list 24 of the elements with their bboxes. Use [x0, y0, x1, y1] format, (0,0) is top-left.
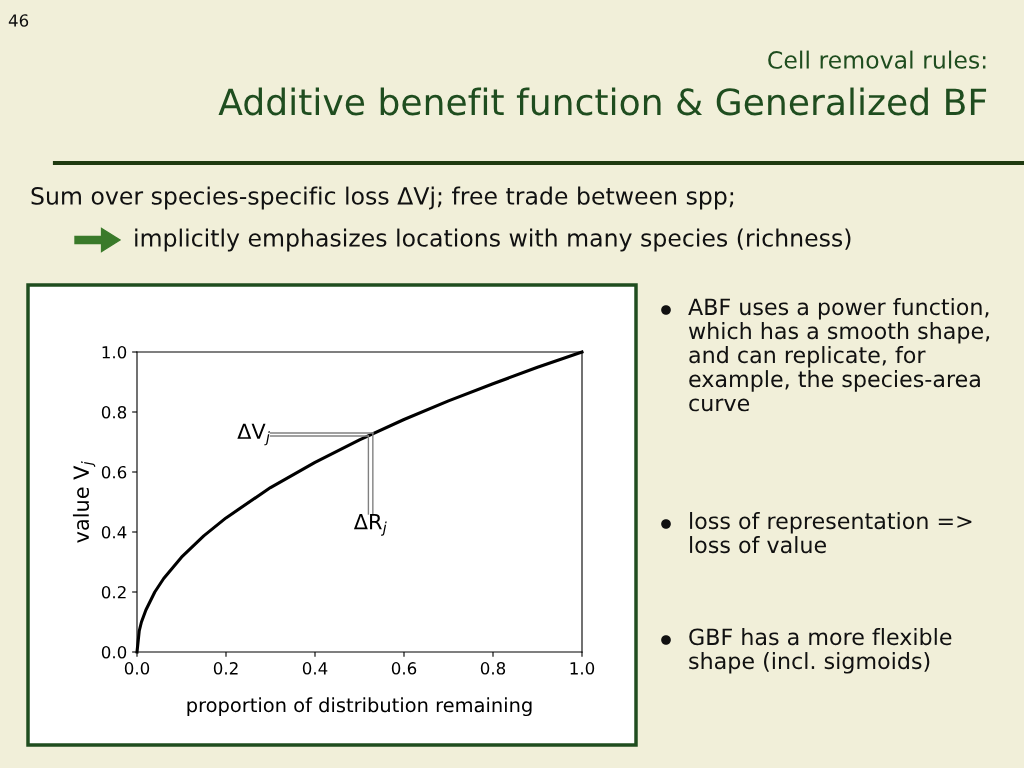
annotation: ΔR$_{j}$ [353, 514, 387, 536]
x-tick-label: 0.8 [480, 662, 506, 675]
y-tick-label: 0.4 [101, 525, 127, 539]
y-tick-label: 0.6 [101, 465, 127, 479]
x-tick-label: 0.4 [302, 662, 328, 675]
x-tick-label: 1.0 [570, 662, 595, 675]
y-tick-label: 0.0 [101, 645, 127, 659]
chart-title: Additive benefit function & Generalized BF [218, 87, 987, 116]
text: 46 [8, 14, 29, 27]
x-tick-label: 0.6 [391, 662, 417, 675]
y-tick-label: 0.2 [101, 585, 126, 599]
text: loss of representation => loss of value [690, 512, 972, 554]
y-tick-label: 0.8 [101, 405, 127, 419]
y-tick-label: 1.0 [102, 345, 127, 359]
text: Cell removal rules: [768, 50, 986, 69]
x-tick-label: 0.2 [213, 662, 238, 675]
text: implicitly emphasizes locations with many species (richness) [135, 228, 851, 252]
y-axis-title: value V$_{j}$ [72, 461, 96, 543]
annotation: ΔV$_{j}$ [237, 423, 270, 446]
text: GBF has a more flexible shape (incl. sigmoids) [689, 628, 952, 674]
x-axis-title: proportion of distribution remaining [187, 697, 532, 717]
x-tick-label: 0.0 [124, 662, 150, 675]
text: Sum over species-specific loss ΔVj; free trade between spp; [31, 186, 734, 210]
text: ABF uses a power function, which has a smooth shape, and can replicate, for example, the species-area curve [688, 298, 990, 412]
